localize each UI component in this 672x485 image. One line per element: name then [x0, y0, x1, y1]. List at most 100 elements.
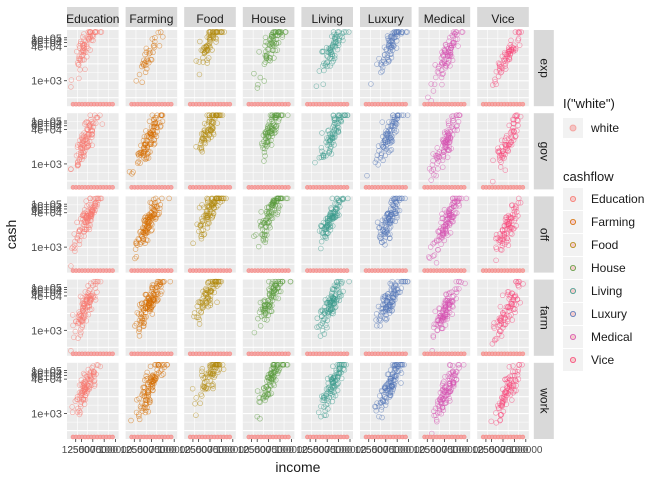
data-point: [208, 134, 214, 140]
data-point: [402, 195, 408, 202]
data-point: [207, 127, 214, 133]
data-point: [431, 321, 437, 328]
data-point: [147, 399, 153, 406]
legend-key-farming: [570, 218, 577, 225]
x-tick-label: 50000: [137, 445, 165, 456]
data-point: [268, 373, 275, 379]
data-point: [495, 148, 502, 155]
data-point: [337, 204, 343, 210]
data-point: [387, 42, 393, 49]
data-point: [157, 202, 164, 208]
data-point: [270, 294, 277, 301]
data-point: [266, 222, 272, 229]
data-point: [325, 49, 332, 56]
data-point: [70, 322, 76, 329]
data-point: [398, 112, 405, 118]
data-point: [168, 185, 174, 190]
data-point: [214, 198, 221, 204]
panel-off-medical: [418, 195, 471, 273]
data-point: [346, 278, 352, 285]
data-point: [403, 351, 408, 357]
data-point: [168, 101, 174, 107]
data-point: [450, 369, 457, 376]
data-point: [388, 376, 394, 382]
data-point: [379, 414, 385, 421]
data-point: [511, 388, 518, 394]
facet-column-label: House: [251, 12, 286, 26]
data-point: [269, 202, 276, 209]
data-point: [144, 375, 151, 382]
data-point: [384, 219, 391, 226]
data-point: [208, 367, 214, 373]
data-point: [74, 60, 81, 66]
data-point: [331, 209, 338, 216]
data-point: [157, 291, 164, 297]
data-point: [319, 313, 325, 319]
data-point: [430, 151, 436, 157]
data-point: [436, 409, 443, 416]
data-point: [259, 391, 266, 397]
data-point: [445, 134, 451, 141]
data-point: [326, 386, 333, 393]
data-point: [201, 231, 208, 237]
data-point: [316, 154, 323, 161]
data-point: [515, 278, 522, 285]
data-point: [142, 69, 149, 76]
data-point: [212, 372, 218, 379]
data-point: [330, 223, 336, 229]
data-point: [387, 147, 393, 154]
data-point: [265, 303, 272, 310]
data-point: [153, 133, 160, 140]
facet-row-label: exp: [538, 58, 552, 78]
data-point: [76, 389, 83, 396]
data-point: [261, 385, 267, 391]
data-point: [266, 278, 272, 285]
data-point: [397, 367, 403, 374]
data-point: [388, 122, 394, 129]
data-point: [404, 278, 411, 285]
data-point: [317, 333, 324, 339]
panel-work-house: [242, 362, 295, 440]
data-point: [496, 405, 502, 412]
data-point: [330, 58, 337, 64]
data-point: [75, 319, 82, 325]
data-point: [393, 38, 400, 44]
data-point: [513, 302, 520, 308]
data-point: [449, 113, 455, 120]
data-point: [325, 128, 331, 134]
data-point: [388, 139, 395, 145]
data-point: [325, 400, 331, 407]
data-point: [324, 324, 330, 331]
data-point: [168, 268, 174, 273]
data-point: [495, 73, 502, 80]
data-point: [271, 29, 277, 35]
data-point: [206, 203, 212, 209]
data-point: [442, 393, 449, 400]
data-point: [320, 152, 326, 158]
data-point: [332, 37, 339, 43]
data-point: [507, 130, 514, 136]
data-point: [509, 225, 515, 231]
data-point: [374, 61, 380, 67]
data-point: [200, 55, 206, 61]
data-point: [69, 409, 76, 416]
data-point: [256, 395, 263, 401]
data-point: [463, 195, 470, 202]
data-point: [85, 131, 92, 138]
data-point: [520, 281, 526, 287]
data-point: [73, 48, 80, 55]
data-point: [344, 185, 350, 190]
data-point: [452, 31, 458, 37]
y-tick-label: 1e+05: [31, 116, 62, 128]
data-point: [516, 42, 523, 48]
data-point: [446, 38, 452, 44]
data-point: [515, 376, 522, 382]
data-point: [443, 216, 450, 223]
data-point: [209, 114, 216, 120]
data-point: [392, 129, 398, 136]
data-point: [95, 278, 101, 285]
x-tick-label: 50000: [255, 445, 283, 456]
data-point: [376, 148, 382, 154]
data-point: [392, 373, 399, 380]
data-point: [500, 310, 506, 316]
